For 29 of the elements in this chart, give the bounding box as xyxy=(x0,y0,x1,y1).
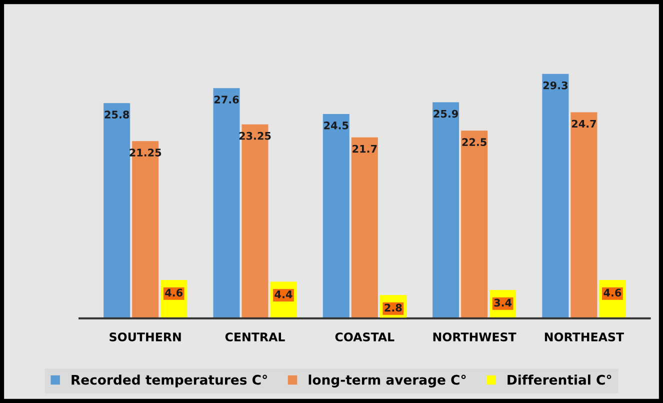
data-label: 25.9 xyxy=(434,110,458,118)
data-label: 29.3 xyxy=(543,81,568,90)
data-label: 4.4 xyxy=(274,290,292,298)
bar xyxy=(461,130,488,318)
data-label: 2.8 xyxy=(384,304,402,312)
x-tick-label: COASTAL xyxy=(335,332,394,342)
data-label: 4.6 xyxy=(604,288,622,297)
data-label: 25.8 xyxy=(104,110,130,119)
data-label: 22.5 xyxy=(462,138,486,146)
legend-label: long-term average C° xyxy=(308,374,466,388)
x-tick-label: CENTRAL xyxy=(225,332,285,342)
x-tick-label: NORTHWEST xyxy=(433,332,516,342)
x-tick-label: NORTHEAST xyxy=(544,332,624,342)
data-label: 24.7 xyxy=(572,120,596,128)
x-tick-label: SOUTHERN xyxy=(110,332,181,342)
bar xyxy=(542,74,569,318)
data-label: 24.5 xyxy=(324,121,348,130)
bar xyxy=(432,102,460,318)
data-label: 27.6 xyxy=(214,96,239,104)
bar xyxy=(570,112,598,318)
data-label: 4.6 xyxy=(165,288,183,297)
legend-label: Recorded temperatures C° xyxy=(72,374,267,388)
bar xyxy=(213,88,240,318)
bar xyxy=(351,137,378,318)
bar xyxy=(104,103,130,318)
bar xyxy=(322,114,350,318)
data-label: 21.7 xyxy=(352,144,377,153)
data-label: 3.4 xyxy=(494,298,512,307)
legend-label: Differential C° xyxy=(508,374,612,385)
